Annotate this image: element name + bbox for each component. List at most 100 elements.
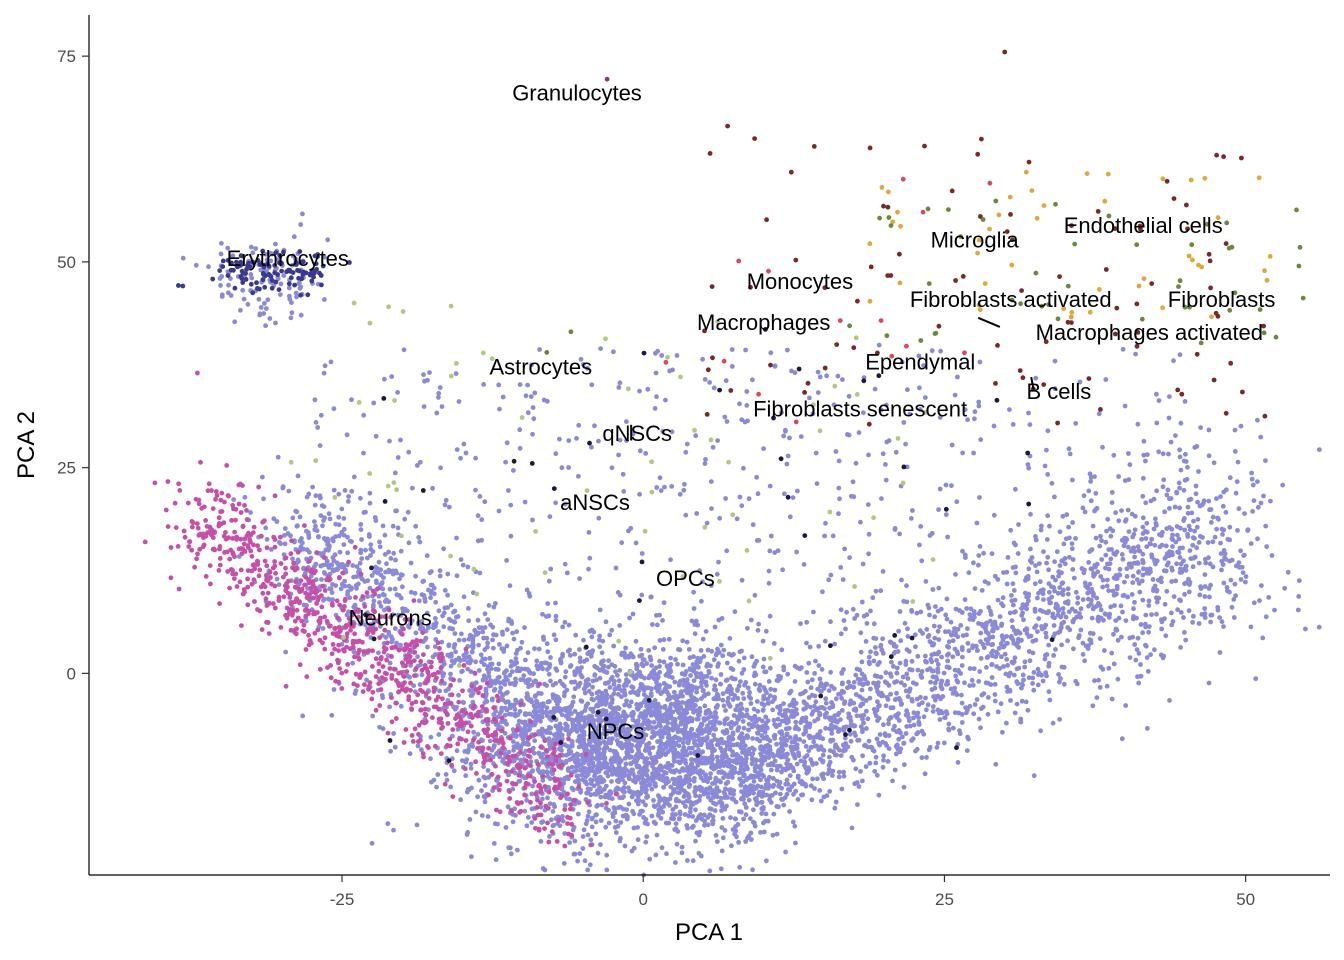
point-npcs — [1037, 561, 1042, 566]
point-npcs — [711, 696, 717, 702]
point-npcs — [686, 792, 691, 797]
point-npcs — [978, 630, 984, 636]
point-npcs — [1186, 523, 1192, 529]
point-npcs — [729, 686, 734, 692]
point-npcs — [1132, 527, 1138, 533]
point-npcs — [1095, 614, 1101, 620]
point-npcs — [616, 678, 622, 684]
point-npcs — [525, 667, 530, 672]
point-npcs — [1260, 635, 1266, 641]
point-npcs — [580, 846, 586, 851]
point-npcs — [804, 640, 809, 646]
point-npcs — [516, 778, 522, 784]
point-npcs — [1243, 579, 1248, 585]
point-npcs — [635, 755, 641, 761]
point-npcs — [601, 749, 607, 755]
point-npcs — [1083, 583, 1089, 589]
point-npcs — [1195, 517, 1201, 522]
point-npcs — [508, 659, 514, 664]
point-npcs — [914, 610, 920, 616]
point-npcs — [622, 789, 627, 795]
point-npcs — [714, 839, 720, 844]
point-npcs — [729, 764, 735, 769]
point-npcs — [1037, 607, 1043, 613]
point-npcs — [525, 815, 531, 820]
point-npcs — [596, 637, 602, 643]
point-npcs — [749, 654, 755, 660]
point-npcs — [823, 714, 828, 720]
point-npcs — [697, 728, 703, 733]
point-npcs — [1191, 613, 1196, 619]
point-npcs — [886, 733, 892, 738]
point-npcs — [742, 747, 748, 753]
point-npcs — [1158, 575, 1164, 581]
point-npcs — [594, 756, 599, 762]
point-npcs — [561, 861, 567, 866]
point-npcs — [448, 784, 453, 790]
point-npcs — [730, 697, 736, 702]
point-npcs — [656, 686, 662, 691]
point-npcs — [617, 623, 623, 628]
point-npcs — [646, 740, 652, 746]
point-npcs — [1111, 661, 1117, 667]
point-npcs — [864, 708, 869, 714]
point-npcs — [934, 745, 940, 750]
point-npcs — [594, 677, 599, 683]
point-npcs — [774, 831, 780, 837]
point-npcs — [1231, 597, 1237, 602]
point-npcs — [644, 834, 650, 839]
point-npcs — [1026, 675, 1032, 681]
point-npcs — [300, 713, 306, 719]
point-npcs — [524, 797, 530, 803]
point-npcs — [643, 747, 649, 753]
point-npcs — [759, 811, 765, 816]
point-npcs — [583, 821, 589, 827]
point-npcs — [616, 777, 622, 783]
point-npcs — [286, 488, 292, 494]
point-npcs — [531, 703, 537, 709]
point-npcs — [856, 784, 862, 789]
point-npcs — [651, 719, 657, 725]
point-npcs — [501, 670, 507, 676]
point-npcs — [692, 789, 697, 795]
point-npcs — [907, 686, 913, 692]
point-npcs — [635, 837, 641, 843]
point-npcs — [631, 845, 637, 851]
point-npcs — [629, 684, 634, 690]
point-npcs — [636, 688, 641, 694]
point-npcs — [419, 618, 425, 624]
point-npcs — [683, 722, 688, 728]
point-npcs — [653, 852, 659, 858]
point-npcs — [550, 682, 556, 688]
point-npcs — [655, 716, 660, 722]
point-npcs — [622, 773, 628, 778]
point-npcs — [582, 690, 588, 696]
point-npcs — [672, 747, 678, 752]
point-npcs — [886, 717, 892, 723]
point-npcs — [674, 796, 679, 802]
point-npcs — [504, 627, 510, 632]
point-npcs — [571, 787, 576, 793]
point-npcs — [761, 829, 767, 835]
point-npcs — [358, 550, 364, 556]
point-npcs — [658, 738, 663, 744]
point-npcs — [612, 825, 618, 830]
point-npcs — [803, 705, 808, 711]
point-npcs — [363, 547, 368, 553]
point-npcs — [986, 581, 991, 586]
point-npcs — [944, 596, 950, 602]
point-npcs — [559, 786, 565, 792]
point-npcs — [1015, 681, 1021, 687]
point-npcs — [736, 658, 742, 664]
point-npcs — [945, 681, 950, 687]
point-npcs — [710, 819, 715, 824]
point-npcs — [878, 674, 884, 680]
point-npcs — [550, 809, 556, 814]
point-npcs — [1232, 427, 1238, 433]
point-npcs — [734, 760, 740, 766]
point-npcs — [1094, 595, 1100, 601]
point-npcs — [513, 713, 518, 719]
point-npcs — [1144, 529, 1150, 535]
point-npcs — [591, 735, 597, 741]
point-npcs — [1099, 538, 1104, 543]
